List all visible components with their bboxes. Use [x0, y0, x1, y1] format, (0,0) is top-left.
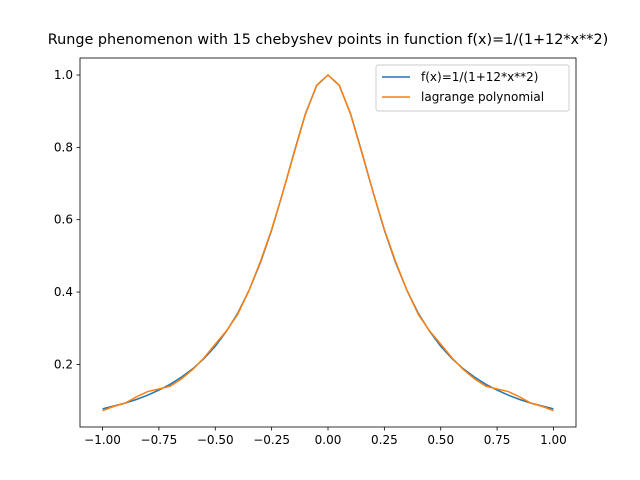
x-tick-label: 0.50: [427, 433, 454, 447]
x-tick-label: −0.75: [141, 433, 178, 447]
legend-label: f(x)=1/(1+12*x**2): [421, 70, 538, 84]
x-tick-label: 0.00: [315, 433, 342, 447]
y-tick-label: 0.2: [54, 357, 73, 371]
y-tick-label: 0.4: [54, 285, 73, 299]
x-tick-label: 1.00: [540, 433, 567, 447]
y-tick-label: 0.6: [54, 213, 73, 227]
x-tick-label: −0.25: [253, 433, 290, 447]
x-tick-label: −0.50: [197, 433, 234, 447]
y-tick-label: 0.8: [54, 140, 73, 154]
x-tick-label: 0.25: [371, 433, 398, 447]
x-tick-label: −1.00: [84, 433, 121, 447]
x-tick-label: 0.75: [484, 433, 511, 447]
axes-frame: [79, 57, 577, 428]
line: [102, 73, 554, 412]
y-tick-label: 1.0: [54, 68, 73, 82]
chart-title: Runge phenomenon with 15 chebyshev point…: [48, 32, 608, 48]
legend-box: [375, 64, 570, 112]
legend-label: lagrange polynomial: [421, 90, 544, 104]
